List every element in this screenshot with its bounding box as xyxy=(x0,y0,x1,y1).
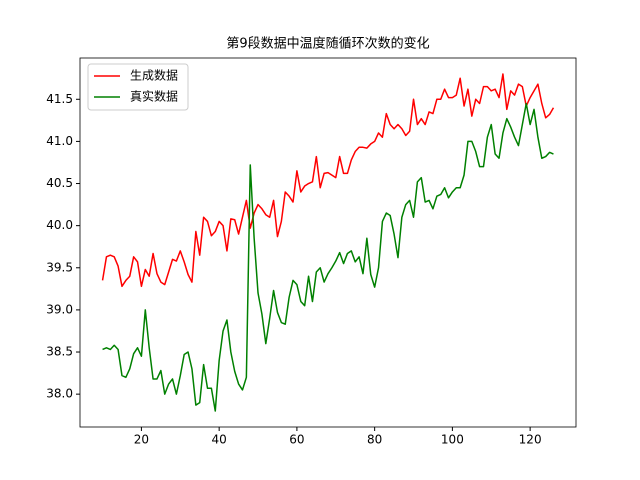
y-tick-label: 39.0 xyxy=(46,302,73,316)
y-tick-label: 38.0 xyxy=(46,387,73,401)
x-tick-label: 120 xyxy=(519,433,542,447)
y-tick-label: 38.5 xyxy=(46,345,73,359)
y-tick-label: 39.5 xyxy=(46,260,73,274)
legend-label: 真实数据 xyxy=(130,89,178,104)
x-tick-label: 60 xyxy=(289,433,304,447)
y-tick-label: 41.5 xyxy=(46,92,73,106)
x-tick-label: 80 xyxy=(367,433,382,447)
plot-frame xyxy=(79,57,577,428)
y-tick-label: 41.0 xyxy=(46,134,73,148)
x-tick-label: 100 xyxy=(441,433,464,447)
series-line xyxy=(101,73,555,288)
series-line xyxy=(102,102,554,412)
x-tick-label: 40 xyxy=(212,433,227,447)
legend-label: 生成数据 xyxy=(130,68,178,83)
x-tick-label: 20 xyxy=(134,433,149,447)
chart-title: 第9段数据中温度随循环次数的变化 xyxy=(226,36,429,52)
y-tick-label: 40.5 xyxy=(46,176,73,190)
y-tick-label: 40.0 xyxy=(46,218,73,232)
